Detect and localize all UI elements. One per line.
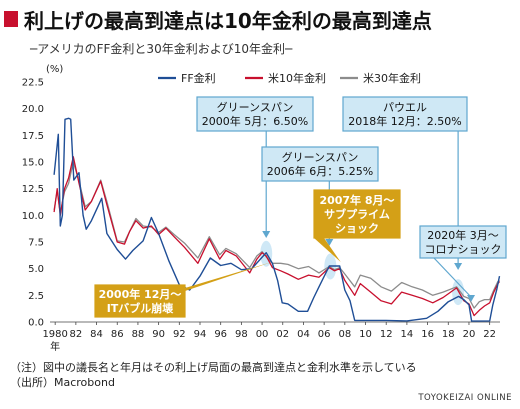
x-unit-label: 年 — [50, 340, 60, 353]
legend-label: FF金利 — [181, 71, 216, 85]
x-tick-label: 84 — [90, 329, 103, 340]
y-tick-label: 15.0 — [22, 158, 44, 169]
x-tick-label: 08 — [338, 329, 351, 340]
x-tick-label: 98 — [235, 329, 248, 340]
x-tick-label: 04 — [297, 329, 310, 340]
callout-arrowhead — [454, 263, 463, 270]
x-tick-label: 18 — [442, 329, 455, 340]
y-tick-label: 12.5 — [22, 184, 44, 195]
x-tick-label: 92 — [173, 329, 186, 340]
x-tick-label: 22 — [483, 329, 496, 340]
brand-wordmark: TOYOKEIZAI ONLINE — [418, 393, 512, 403]
chart-footer: （注）図中の議長名と年月はその利上げ局面の最高到達点と金利水準を示している （出… — [10, 360, 417, 390]
callout-text: コロナショック — [425, 243, 502, 256]
callout-text: グリーンスパン — [282, 150, 359, 164]
x-tick-label: 20 — [463, 329, 476, 340]
x-tick-label: 82 — [69, 329, 82, 340]
y-tick-label: 2.5 — [28, 291, 44, 302]
y-tick-label: 7.5 — [28, 238, 44, 249]
callout-text: サブプライム — [324, 207, 390, 221]
y-unit-label: (%) — [46, 64, 63, 75]
series-line-1 — [53, 156, 501, 317]
legend-label: 米30年金利 — [363, 71, 421, 85]
y-tick-label: 10.0 — [22, 211, 44, 222]
x-tick-label: 10 — [359, 329, 372, 340]
page-title: 利上げの最高到達点は10年金利の最高到達点 — [24, 8, 432, 33]
y-tick-label: 17.5 — [22, 131, 44, 142]
x-tick-label: 00 — [256, 329, 269, 340]
x-tick-label: 86 — [111, 329, 124, 340]
chart-axes: (%) 0.0 2.5 5.0 7.5 10.0 12.5 15.0 17.5 20.0 22.5 1… — [22, 64, 500, 353]
callout-pointer — [175, 262, 272, 291]
callout-box — [94, 284, 186, 318]
series-layer — [53, 117, 501, 322]
callout-arrowhead — [467, 295, 476, 302]
callout-text: パウエル — [383, 101, 427, 114]
chart-legend: FF金利 米10年金利 米30年金利 — [158, 71, 421, 85]
source-note: （出所）Macrobond — [10, 376, 115, 389]
callout-box — [261, 146, 379, 182]
footnote: （注）図中の議長名と年月はその利上げ局面の最高到達点と金利水準を示している — [10, 361, 417, 374]
x-tick-label: 14 — [401, 329, 414, 340]
x-tick-label: 16 — [421, 329, 434, 340]
legend-label: 米10年金利 — [268, 71, 326, 85]
callout-text: 2006年 6月：5.25% — [267, 164, 373, 178]
callout-arrowhead — [262, 231, 271, 238]
y-tick-label: 22.5 — [22, 78, 44, 89]
x-tick-label: 1980 — [42, 329, 67, 340]
x-tick-label: 88 — [132, 329, 145, 340]
y-tick-label: 0.0 — [28, 318, 44, 329]
x-tick-label: 90 — [152, 329, 165, 340]
callout-text: 2000年 5月：6.50% — [202, 114, 308, 128]
x-tick-label: 06 — [318, 329, 331, 340]
x-tick-label: 02 — [276, 329, 289, 340]
callout-box — [342, 96, 468, 132]
x-tick-label: 12 — [380, 329, 393, 340]
callout-pointer — [314, 238, 341, 262]
title-marker — [4, 11, 18, 27]
y-tick-label: 20.0 — [22, 104, 44, 115]
callout-box — [419, 225, 507, 259]
y-tick-label: 5.0 — [28, 264, 44, 275]
x-tick-label: 96 — [214, 329, 227, 340]
callout-text: グリーンスパン — [217, 100, 294, 114]
callout-text: 2000年 12月～ — [99, 287, 182, 301]
x-tick-label: 94 — [194, 329, 207, 340]
callout-text: 2018年 12月：2.50% — [348, 114, 461, 128]
title-row: 利上げの最高到達点は10年金利の最高到達点 — [4, 4, 432, 34]
callout-arrowhead — [325, 239, 334, 246]
chart-subtitle: ─アメリカのFF金利と30年金利および10年金利─ — [30, 42, 293, 56]
callout-text: 2007年 8月～ — [319, 193, 394, 207]
callout-box — [313, 189, 401, 239]
callout-text: 2020年 3月～ — [427, 228, 499, 242]
callout-connector — [433, 257, 472, 298]
rate-chart: (%) 0.0 2.5 5.0 7.5 10.0 12.5 15.0 17.5 20.0 22.5 1… — [22, 64, 507, 353]
callout-text: ITバブル崩壊 — [107, 301, 175, 315]
series-line-0 — [53, 117, 501, 322]
callout-box — [196, 96, 314, 132]
callout-text: ショック — [335, 222, 379, 235]
